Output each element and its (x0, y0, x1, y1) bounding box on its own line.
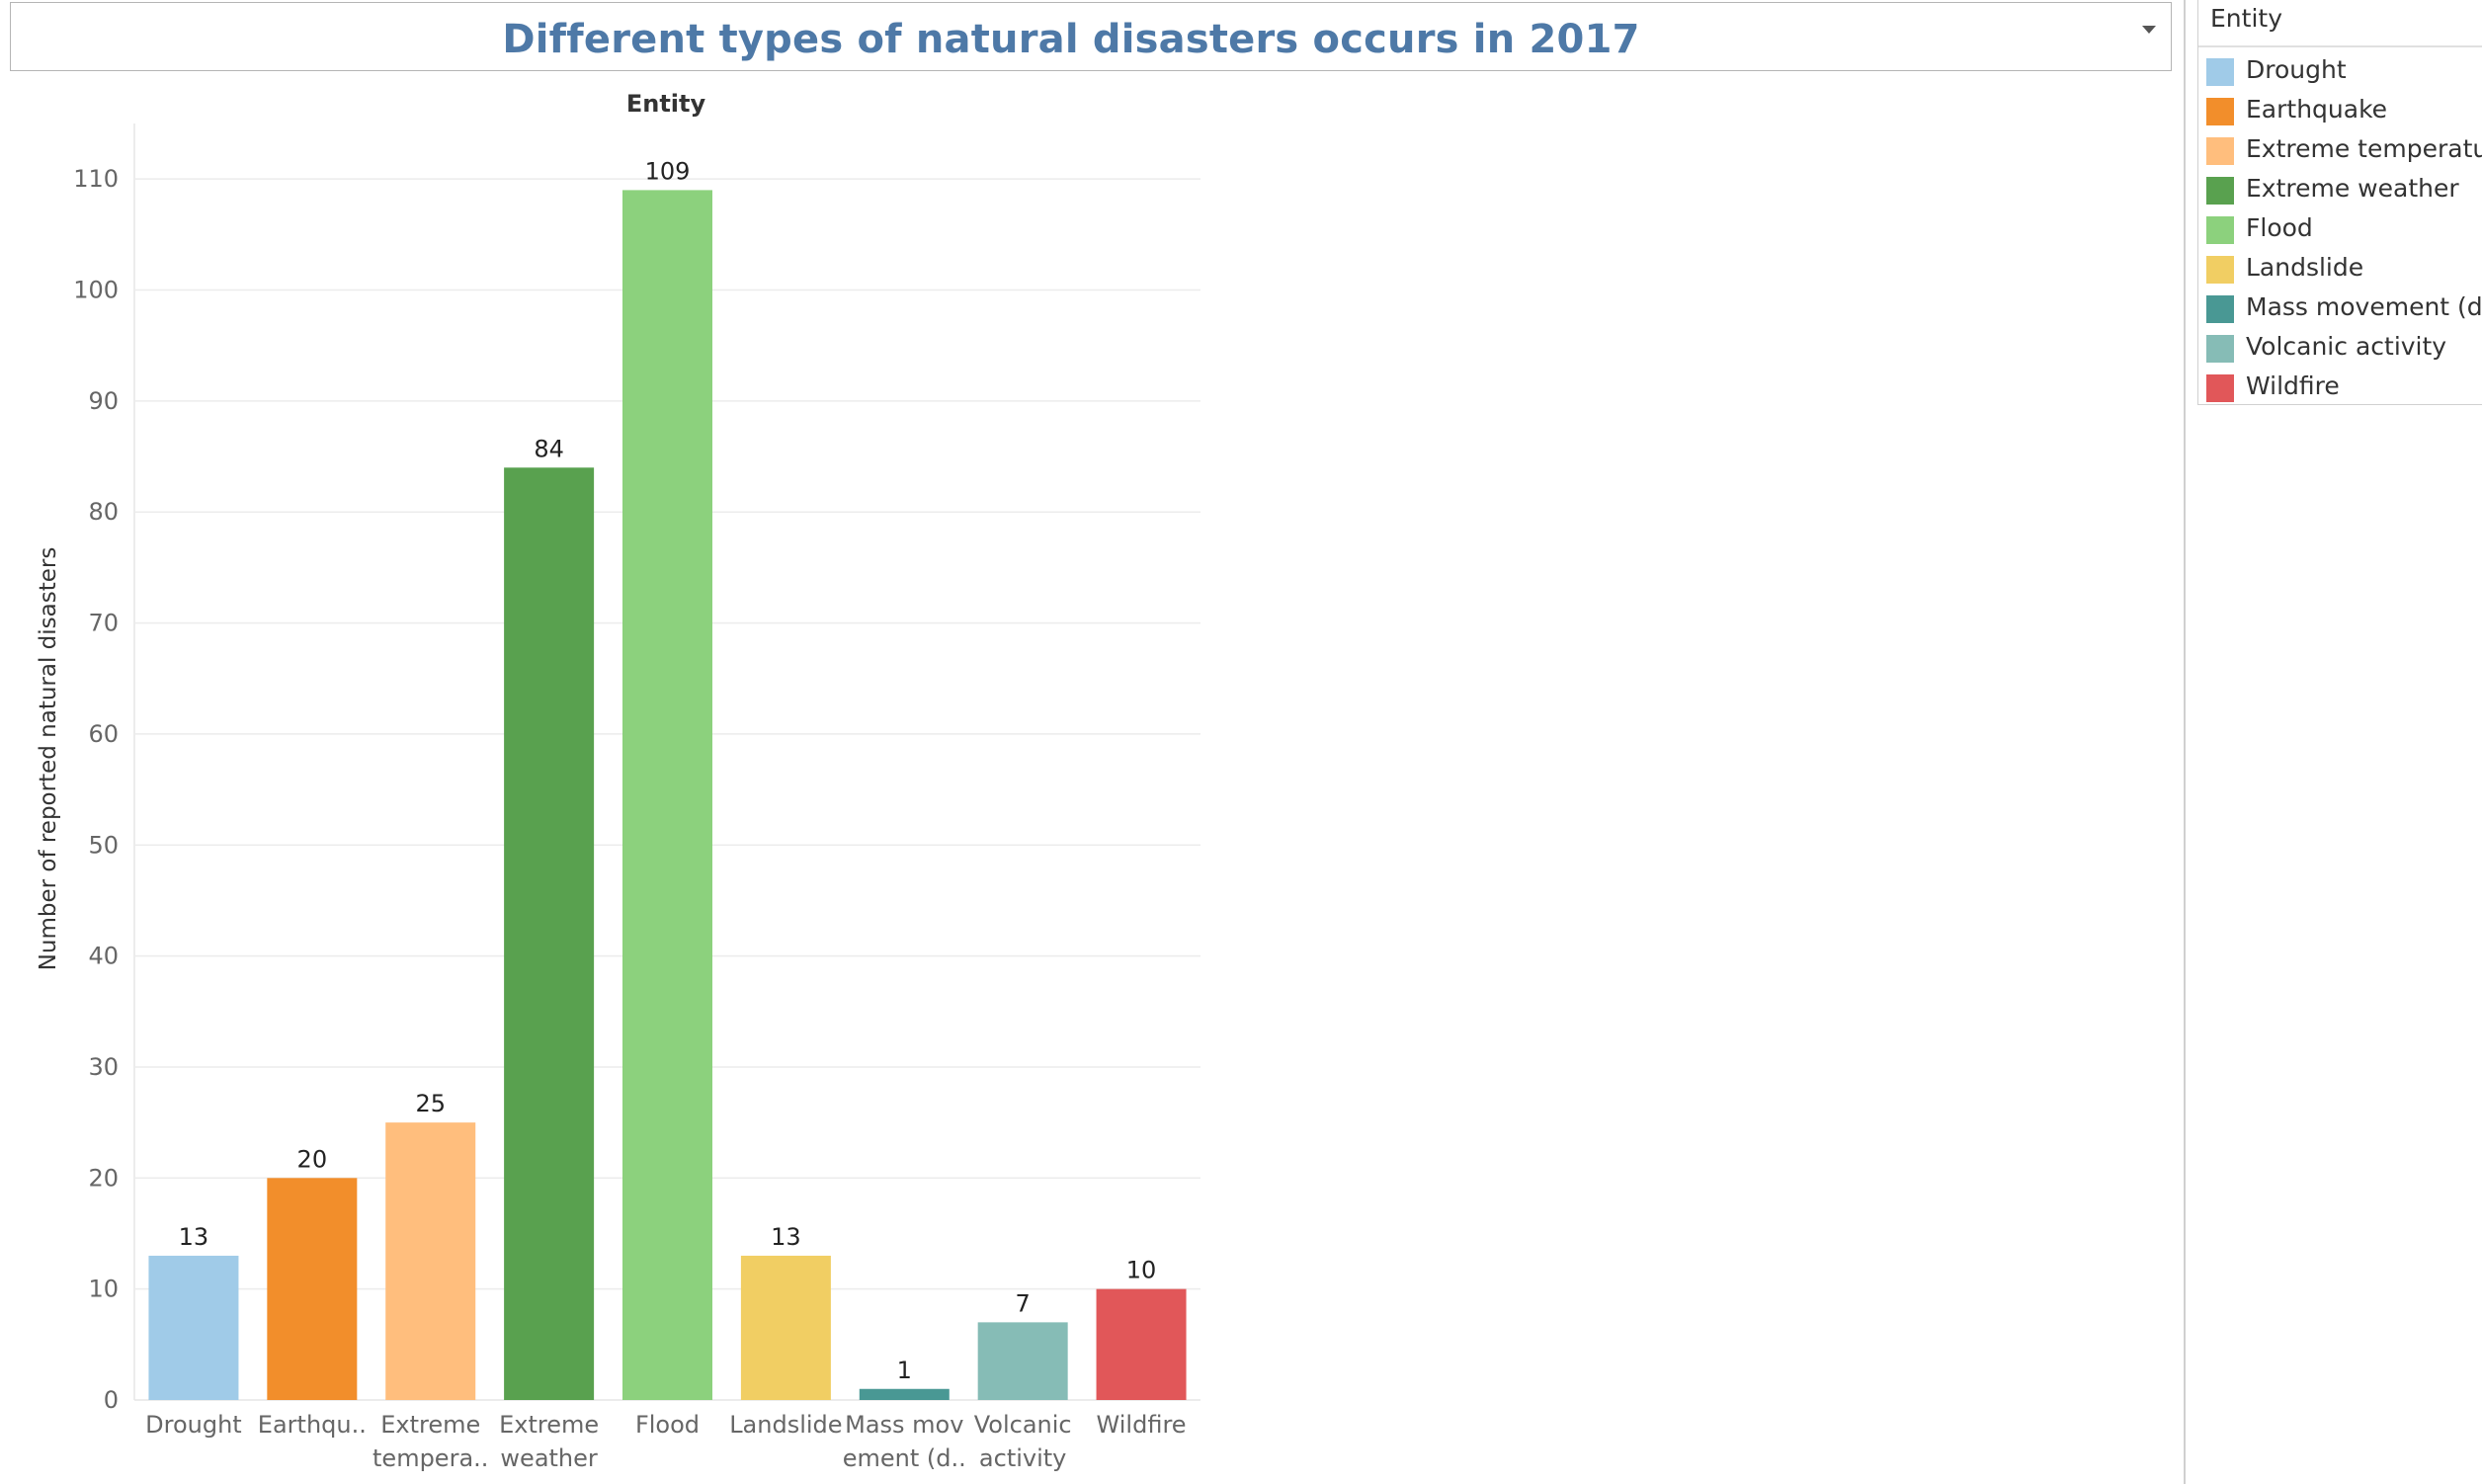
y-axis-ticks: 0 10 20 30 40 50 60 70 80 90 100 110 (73, 165, 119, 1414)
x-tick-label: Landslide (729, 1411, 842, 1439)
legend-swatch (2206, 58, 2234, 86)
y-tick-label: 20 (88, 1164, 119, 1192)
y-tick-label: 110 (73, 165, 119, 193)
legend-title: Entity (2210, 4, 2282, 33)
legend-swatch (2206, 295, 2234, 323)
y-tick-label: 100 (73, 277, 119, 304)
data-label: 13 (179, 1223, 209, 1251)
data-label: 84 (534, 435, 564, 462)
bar[interactable] (740, 1255, 831, 1400)
legend-divider (2184, 0, 2186, 1484)
x-tick-label: Flood (635, 1411, 700, 1439)
y-axis-title: Number of reported natural disasters (36, 547, 61, 971)
bar[interactable] (267, 1178, 358, 1400)
bar[interactable] (977, 1322, 1068, 1400)
legend-swatch (2206, 216, 2234, 244)
legend-label: Landslide (2246, 253, 2364, 282)
y-tick-label: 0 (104, 1386, 119, 1414)
bar[interactable] (622, 190, 712, 1400)
y-tick-label: 30 (88, 1053, 119, 1081)
data-label: 25 (415, 1090, 446, 1117)
x-axis-labels: Drought Earthqu.. Extreme tempera.. Extreme w… (145, 1411, 1186, 1472)
legend-swatch (2206, 335, 2234, 363)
bar[interactable] (1096, 1288, 1187, 1400)
title-dropdown-icon[interactable] (2137, 19, 2159, 41)
data-label: 1 (897, 1357, 912, 1384)
chart-title: Different types of natural disasters occ… (502, 17, 1640, 62)
x-tick-label: Extreme (499, 1411, 599, 1439)
bar[interactable] (148, 1255, 239, 1400)
x-tick-label: ement (d.. (843, 1444, 966, 1472)
x-tick-label: weather (500, 1444, 597, 1472)
x-tick-label: Extreme (380, 1411, 480, 1439)
legend-swatch (2206, 374, 2234, 402)
legend-title-divider (2198, 45, 2482, 47)
x-tick-label: Wildfire (1097, 1411, 1187, 1439)
legend: Entity Drought Earthquake Extreme temperat… (2197, 0, 2482, 405)
legend-label: Mass movement (dry) (2246, 292, 2482, 321)
legend-swatch (2206, 137, 2234, 165)
y-tick-label: 80 (88, 498, 119, 526)
x-tick-label: activity (979, 1444, 1066, 1472)
x-tick-label: Mass mov (845, 1411, 963, 1439)
legend-label: Extreme temperature (2246, 134, 2482, 163)
legend-swatch (2206, 256, 2234, 284)
data-label: 7 (1016, 1289, 1031, 1317)
legend-label: Wildfire (2246, 371, 2340, 400)
y-tick-label: 50 (88, 831, 119, 859)
data-label: 13 (771, 1223, 801, 1251)
legend-label: Drought (2246, 55, 2347, 84)
x-tick-label: Volcanic (974, 1411, 1072, 1439)
data-labels: 13 20 25 84 109 13 1 7 10 (179, 157, 1157, 1383)
bar[interactable] (504, 467, 595, 1400)
bar[interactable] (859, 1388, 950, 1400)
column-header: Entity (626, 90, 706, 118)
y-tick-label: 60 (88, 720, 119, 748)
legend-label: Flood (2246, 213, 2313, 242)
x-tick-label: Drought (145, 1411, 242, 1439)
legend-label: Extreme weather (2246, 174, 2459, 203)
data-label: 20 (297, 1145, 328, 1173)
y-tick-label: 70 (88, 610, 119, 637)
legend-swatch (2206, 177, 2234, 205)
bar[interactable] (385, 1122, 476, 1400)
data-label: 10 (1126, 1257, 1157, 1284)
bars (148, 190, 1187, 1400)
legend-swatch (2206, 98, 2234, 125)
y-tick-label: 90 (88, 387, 119, 415)
data-label: 109 (645, 157, 691, 185)
legend-label: Volcanic activity (2246, 332, 2447, 361)
x-tick-label: tempera.. (372, 1444, 488, 1472)
y-tick-label: 40 (88, 943, 119, 970)
y-tick-label: 10 (88, 1276, 119, 1303)
x-tick-label: Earthqu.. (258, 1411, 367, 1439)
chart-title-box: Different types of natural disasters occ… (10, 2, 2172, 71)
legend-label: Earthquake (2246, 95, 2388, 124)
